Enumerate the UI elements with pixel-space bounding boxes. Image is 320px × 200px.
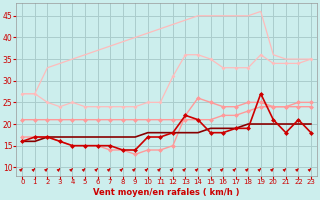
X-axis label: Vent moyen/en rafales ( km/h ): Vent moyen/en rafales ( km/h ) [93, 188, 240, 197]
